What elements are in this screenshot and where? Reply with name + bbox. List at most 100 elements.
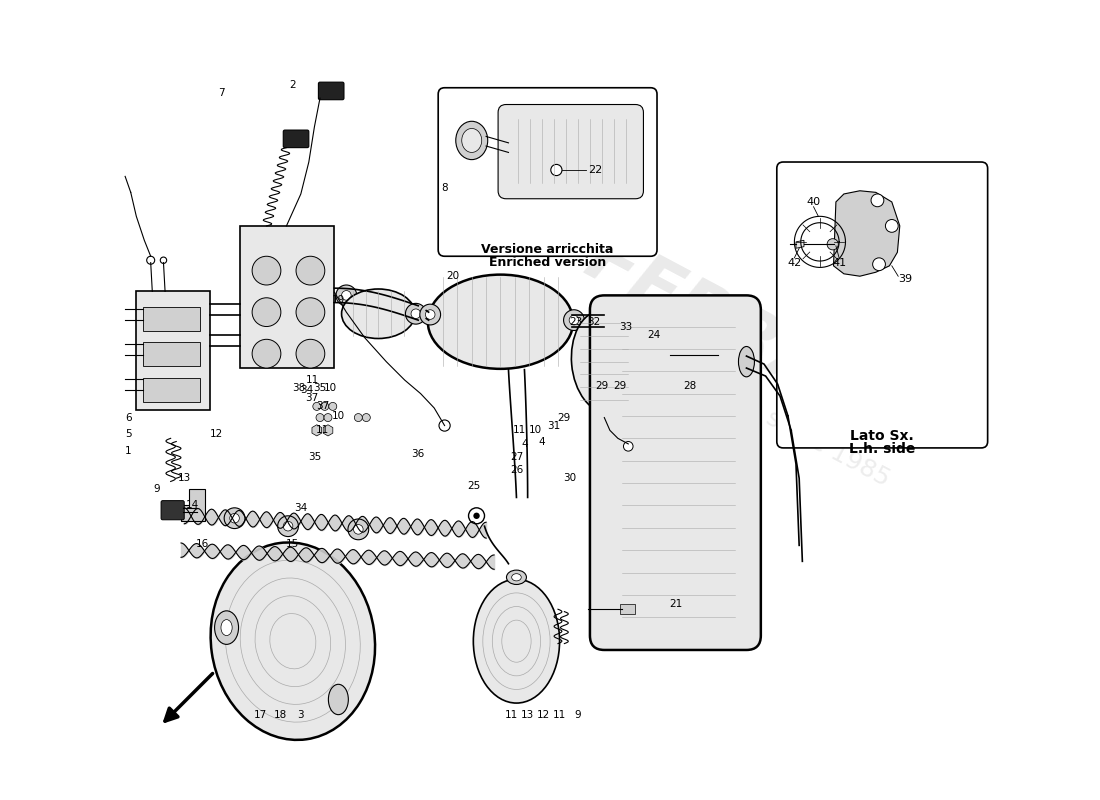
FancyBboxPatch shape [318,82,344,100]
FancyBboxPatch shape [498,105,644,198]
Circle shape [312,402,321,410]
Circle shape [277,516,298,537]
Text: 11: 11 [553,710,566,721]
FancyBboxPatch shape [143,378,200,402]
Circle shape [624,442,634,451]
Text: 27: 27 [509,453,524,462]
FancyBboxPatch shape [143,342,200,366]
Text: L.h. side: L.h. side [849,442,915,455]
Circle shape [252,298,280,326]
Circle shape [161,257,167,263]
Text: 11: 11 [306,375,319,385]
Text: Versione arricchita: Versione arricchita [482,243,614,257]
Ellipse shape [329,684,349,714]
FancyBboxPatch shape [438,88,657,256]
FancyBboxPatch shape [777,162,988,448]
Text: 2: 2 [289,79,296,90]
Text: 19: 19 [332,295,345,305]
Text: 3: 3 [297,710,304,721]
FancyBboxPatch shape [143,307,200,331]
Text: 24: 24 [647,330,660,339]
Circle shape [224,508,245,529]
Circle shape [612,350,619,358]
Ellipse shape [342,289,415,338]
FancyBboxPatch shape [620,605,635,614]
Circle shape [336,285,356,306]
Text: 35: 35 [308,453,321,462]
FancyBboxPatch shape [716,350,728,360]
Ellipse shape [214,611,239,644]
Circle shape [354,414,362,422]
Ellipse shape [506,570,527,585]
Text: 34: 34 [294,503,308,513]
Text: 29: 29 [558,413,571,422]
Text: 26: 26 [509,466,524,475]
Text: 34: 34 [300,386,313,395]
Text: 5: 5 [125,429,132,438]
Circle shape [426,310,434,319]
Text: 38: 38 [292,383,305,393]
Circle shape [871,194,883,206]
Ellipse shape [210,542,375,740]
Text: 41: 41 [832,258,846,268]
Circle shape [827,238,838,250]
Text: 12: 12 [210,429,223,438]
Ellipse shape [462,129,482,153]
Text: 4: 4 [521,439,528,449]
Text: 28: 28 [683,381,696,390]
Text: 16: 16 [196,538,209,549]
Circle shape [473,513,480,519]
Circle shape [886,219,899,232]
Circle shape [420,304,441,325]
Text: 9: 9 [154,485,161,494]
Text: 4: 4 [539,437,546,446]
Circle shape [296,298,324,326]
Text: 37: 37 [306,394,319,403]
Text: 31: 31 [548,421,561,430]
Circle shape [563,310,584,330]
Circle shape [411,309,420,318]
Circle shape [329,402,337,410]
Text: 8: 8 [441,183,448,194]
Text: 10: 10 [323,383,337,393]
Text: 9: 9 [574,710,581,721]
Circle shape [252,339,280,368]
Circle shape [625,350,632,358]
Ellipse shape [512,574,521,581]
Polygon shape [607,346,670,366]
Circle shape [569,315,579,325]
Text: 36: 36 [411,450,425,459]
Circle shape [872,258,886,270]
Polygon shape [834,190,900,276]
Circle shape [296,339,324,368]
Text: 10: 10 [529,426,542,435]
Ellipse shape [571,310,637,413]
Circle shape [362,414,371,422]
Text: 15: 15 [286,538,299,549]
Text: 30: 30 [563,474,576,483]
Circle shape [321,402,329,410]
FancyBboxPatch shape [590,295,761,650]
Circle shape [353,525,363,534]
Circle shape [551,165,562,175]
Text: 6: 6 [125,413,132,422]
Ellipse shape [221,620,232,635]
Text: 11: 11 [505,710,518,721]
Text: 7: 7 [218,87,224,98]
Circle shape [284,522,293,531]
Text: 42: 42 [788,258,802,268]
Text: 25: 25 [468,482,481,491]
Circle shape [469,508,484,524]
Text: 20: 20 [446,271,459,282]
Circle shape [348,519,369,540]
Circle shape [439,420,450,431]
Polygon shape [796,240,804,248]
Text: 21: 21 [670,598,683,609]
Ellipse shape [738,346,755,377]
Text: 14: 14 [186,501,199,510]
Text: 37: 37 [316,402,329,411]
Text: 11: 11 [513,426,526,435]
Circle shape [296,256,324,285]
Text: FERRARI: FERRARI [573,224,913,448]
Circle shape [324,414,332,422]
